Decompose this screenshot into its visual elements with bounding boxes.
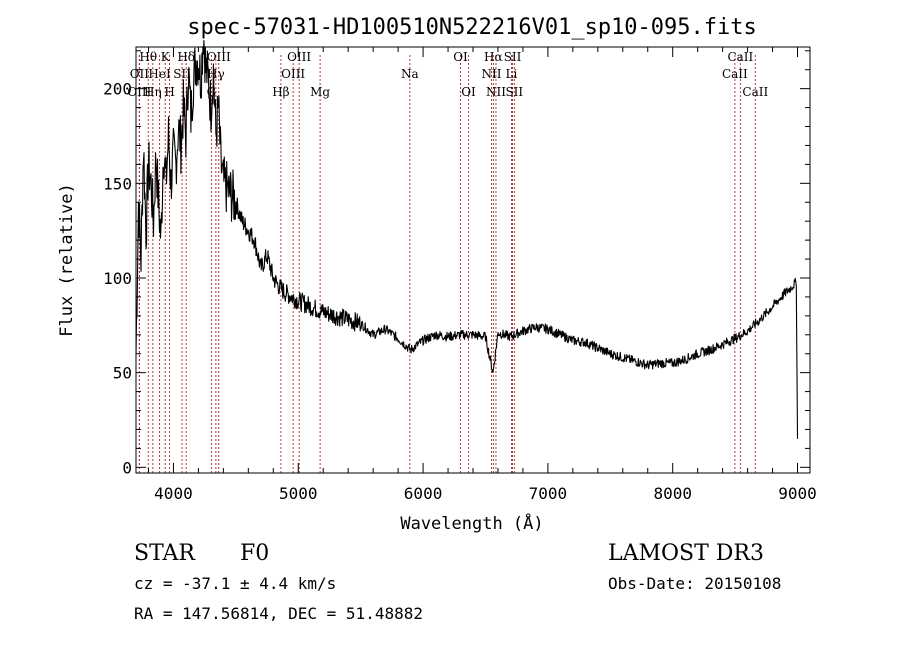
redshift-text: cz = -37.1 ± 4.4 km/s [134,574,336,593]
spectral-line-label: OI [461,85,476,99]
y-tick-label: 50 [113,364,132,383]
spectral-line-label: OI [453,50,468,64]
x-axis: 4000 5000 6000 7000 8000 9000 [147,47,817,503]
spectral-line-label: SII [173,67,191,81]
spectral-line-label: CaII [727,50,753,64]
y-tick-label: 200 [103,80,132,99]
object-subclass: F0 [240,541,269,566]
spectral-line-markers [138,55,756,473]
spectral-line-label: SII [505,85,523,99]
x-tick-label: 8000 [653,484,692,503]
spectral-line-label: Hβ [272,85,289,99]
spectral-line-label: Hγ [207,67,225,81]
y-tick-label: 100 [103,269,132,288]
chart-title: spec-57031-HD100510N522216V01_sp10-095.f… [187,15,757,40]
y-tick-label: 150 [103,174,132,193]
spectral-line-label: G [207,85,217,99]
spectral-line-label: OII [130,67,150,81]
x-axis-label: Wavelength (Å) [400,512,543,534]
spectral-line-label: OIII [207,50,231,64]
survey-name: LAMOST DR3 [608,541,764,566]
spectral-line-label: SII [504,50,522,64]
spectral-line-label: HeI [148,67,171,81]
spectral-line-label: K [161,50,171,64]
spectral-line-label: Hδ [177,50,195,64]
spectral-line-label: Mg [310,85,330,99]
spectral-line-label: Hα [484,50,503,64]
spectral-line-label: Na [401,67,419,81]
x-tick-label: 9000 [778,484,817,503]
spectral-line-label: Li [506,67,518,81]
y-axis: 0 50 100 150 200 [103,50,810,477]
spectral-line-label: NII [486,85,506,99]
spectral-line-label: H [164,85,174,99]
x-tick-label: 7000 [529,484,568,503]
plot-frame [135,46,811,474]
object-class: STAR [134,541,196,566]
x-tick-label: 5000 [279,484,318,503]
flux-series-line [135,40,799,439]
spectral-line-label: OIII [287,50,311,64]
y-tick-label: 0 [122,458,132,477]
spectral-line-label: NII [481,67,501,81]
coordinates-text: RA = 147.56814, DEC = 51.48882 [134,604,423,623]
spectral-line-label: CaII [742,85,768,99]
obs-date-text: Obs-Date: 20150108 [608,574,781,593]
spectral-line-label: CaII [722,67,748,81]
x-tick-label: 6000 [404,484,443,503]
spectral-line-label: OIII [281,67,305,81]
spectral-line-label: Hη [144,85,162,99]
spectral-line-label: Hθ [139,50,157,64]
y-axis-label: Flux (relative) [57,183,77,337]
x-tick-label: 4000 [154,484,193,503]
